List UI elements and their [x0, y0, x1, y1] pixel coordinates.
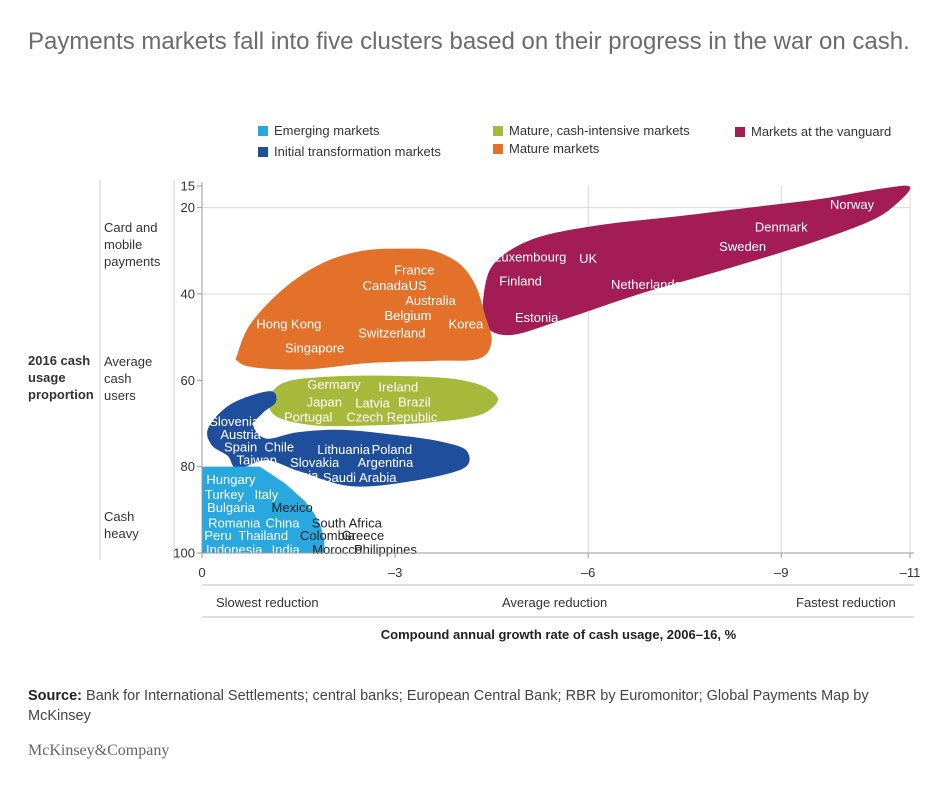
country-label: Mexico: [272, 500, 313, 515]
legend-item-vanguard: Markets at the vanguard: [735, 124, 891, 139]
cluster-shape-3: [207, 391, 470, 487]
brand-logo: McKinsey&Company: [28, 742, 170, 759]
country-label: Ireland: [378, 379, 418, 394]
legend-label: Initial transformation markets: [274, 144, 441, 159]
legend-item-emerging: Emerging markets: [258, 123, 379, 138]
y-tick-label: 20: [181, 200, 195, 215]
country-label: Germany: [307, 377, 361, 392]
country-label: Australia: [405, 293, 456, 308]
legend-swatch: [258, 146, 268, 157]
country-label: Russia: [279, 468, 320, 483]
y-category-average: Average cash users: [104, 354, 153, 403]
country-label: Singapore: [285, 340, 344, 355]
legend-item-mature: Mature markets: [493, 141, 599, 156]
source-note: Source: Bank for International Settlemen…: [28, 686, 918, 726]
country-label: Lithuania: [317, 442, 371, 457]
country-label: India: [272, 542, 301, 557]
x-tick-label: 0: [198, 565, 205, 580]
legend-swatch: [258, 125, 268, 136]
x-category-fastest: Fastest reduction: [796, 595, 896, 610]
y-tick-label: 40: [181, 286, 195, 301]
country-label: Turkey: [205, 487, 245, 502]
chart-plot: Norway Denmark Sweden Luxembourg UK Finland Ne…: [99, 179, 921, 618]
country-label: Latvia: [355, 396, 390, 411]
cluster-shape-0: [482, 185, 911, 336]
x-tick-label: –3: [388, 565, 402, 580]
country-label: Korea: [449, 317, 484, 332]
country-label: Romania: [208, 515, 261, 530]
country-label: Switzerland: [358, 325, 425, 340]
country-label: Peru: [204, 528, 231, 543]
country-label: Slovakia: [290, 455, 340, 470]
legend-item-mature-cash-intensive: Mature, cash-intensive markets: [493, 123, 690, 138]
country-label: Denmark: [755, 220, 808, 235]
legend-swatch: [735, 126, 745, 137]
legend-label: Emerging markets: [274, 123, 380, 138]
country-label: Colombia: [300, 528, 356, 543]
legend-swatch: [493, 125, 503, 136]
country-label: Luxembourg: [494, 250, 566, 265]
x-tick-label: –9: [774, 565, 788, 580]
chart-title: Payments markets fall into five clusters…: [28, 28, 910, 55]
y-category-card: Card and mobile payments: [104, 220, 161, 269]
cluster-shape-1: [235, 248, 492, 370]
country-label: Estonia: [515, 310, 559, 325]
country-label: Japan: [307, 394, 342, 409]
country-label: Italy: [254, 487, 278, 502]
y-tick-label: 100: [173, 546, 195, 561]
country-label: Greece: [342, 528, 385, 543]
legend-swatch: [493, 143, 503, 154]
country-label: US: [409, 278, 427, 293]
x-tick-label: –6: [581, 565, 595, 580]
y-tick-label: 15: [181, 179, 195, 194]
source-text: Bank for International Settlements; cent…: [28, 688, 869, 724]
country-label: Czech Republic: [346, 409, 438, 424]
country-label: Indonesia: [206, 542, 263, 557]
cluster-shape-4: [202, 466, 325, 553]
country-label: Norway: [830, 197, 875, 212]
cluster-shape-2: [268, 375, 499, 427]
country-label: South Africa: [312, 515, 383, 530]
country-label: Bulgaria: [207, 500, 255, 515]
country-label: China: [265, 515, 300, 530]
country-label: Finland: [499, 273, 542, 288]
country-label: Philippines: [354, 542, 417, 557]
y-tick-label: 80: [181, 459, 195, 474]
legend-item-initial-transformation: Initial transformation markets: [258, 144, 441, 159]
country-label: France: [394, 263, 434, 278]
legend-label: Mature markets: [509, 141, 600, 156]
country-label: Argentina: [358, 455, 414, 470]
country-label: Austria: [220, 427, 261, 442]
country-label: Saudi Arabia: [323, 470, 397, 485]
country-label: Brazil: [398, 394, 431, 409]
country-label: Canada: [363, 278, 409, 293]
country-label: Hungary: [206, 472, 256, 487]
country-label: Poland: [372, 442, 412, 457]
country-label: Sweden: [719, 239, 766, 254]
country-label: Chile: [264, 440, 294, 455]
country-label: Portugal: [284, 409, 333, 424]
country-label: Taiwan: [236, 453, 276, 468]
x-category-average: Average reduction: [502, 595, 608, 610]
country-label: UK: [579, 251, 597, 266]
y-axis-title: 2016 cash usage proportion: [28, 353, 94, 402]
x-axis-title: Compound annual growth rate of cash usag…: [380, 627, 737, 642]
country-label: Slovenia: [209, 414, 260, 429]
country-label: Belgium: [384, 308, 431, 323]
y-tick-label: 60: [181, 373, 195, 388]
x-category-slowest: Slowest reduction: [216, 595, 319, 610]
country-label: Malaysia: [305, 485, 357, 500]
legend-label: Mature, cash-intensive markets: [509, 123, 690, 138]
country-label: Hong Kong: [256, 317, 321, 332]
country-label: Thailand: [238, 528, 288, 543]
x-tick-label: –11: [900, 565, 921, 580]
country-label: Spain: [224, 440, 257, 455]
country-label: Netherlands: [611, 277, 682, 292]
y-category-heavy: Cash heavy: [104, 509, 139, 541]
legend-label: Markets at the vanguard: [751, 124, 892, 139]
source-label: Source:: [28, 688, 82, 704]
